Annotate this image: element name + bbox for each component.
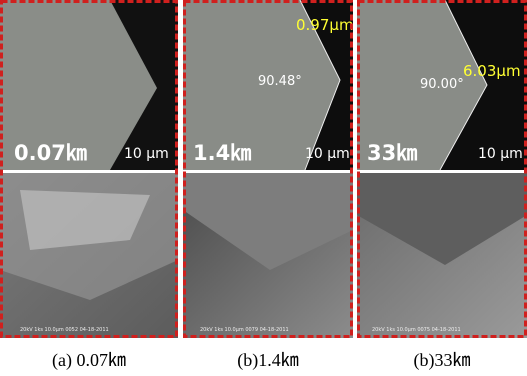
panel-a: 0.07㎞ 10 μm 20kV 1ks 10.0μm 0052 04-18-2… [0,0,178,371]
panel-c: 6.03μm 90.00° 33㎞ 10 μm 20kV 1ks 10.0μm … [357,0,527,371]
distance-label: 33㎞ [367,141,417,165]
sem-info: 20kV 1ks 10.0μm 0079 04-18-2011 [200,327,289,333]
scale-label: 10 μm [124,146,169,162]
figure: 0.07㎞ 10 μm 20kV 1ks 10.0μm 0052 04-18-2… [0,0,527,376]
caption: (b)33㎞ [414,350,471,371]
caption: (a) 0.07㎞ [52,350,126,371]
distance-label: 1.4㎞ [193,141,251,165]
measurement: 0.97μm [296,16,354,34]
scale-label: 10 μm [478,146,523,162]
distance-label: 0.07㎞ [14,141,87,165]
sem-info: 20kV 1ks 10.0μm 0075 04-18-2011 [372,327,461,333]
measurement: 6.03μm [463,62,521,80]
angle: 90.48° [258,74,302,89]
caption: (b)1.4㎞ [237,350,299,371]
panel-b: 0.97μm 90.48° 1.4㎞ 10 μm 20kV 1ks 10.0μm… [183,0,354,371]
scale-label: 10 μm [305,146,350,162]
sem-info: 20kV 1ks 10.0μm 0052 04-18-2011 [20,327,109,333]
angle: 90.00° [420,77,464,92]
